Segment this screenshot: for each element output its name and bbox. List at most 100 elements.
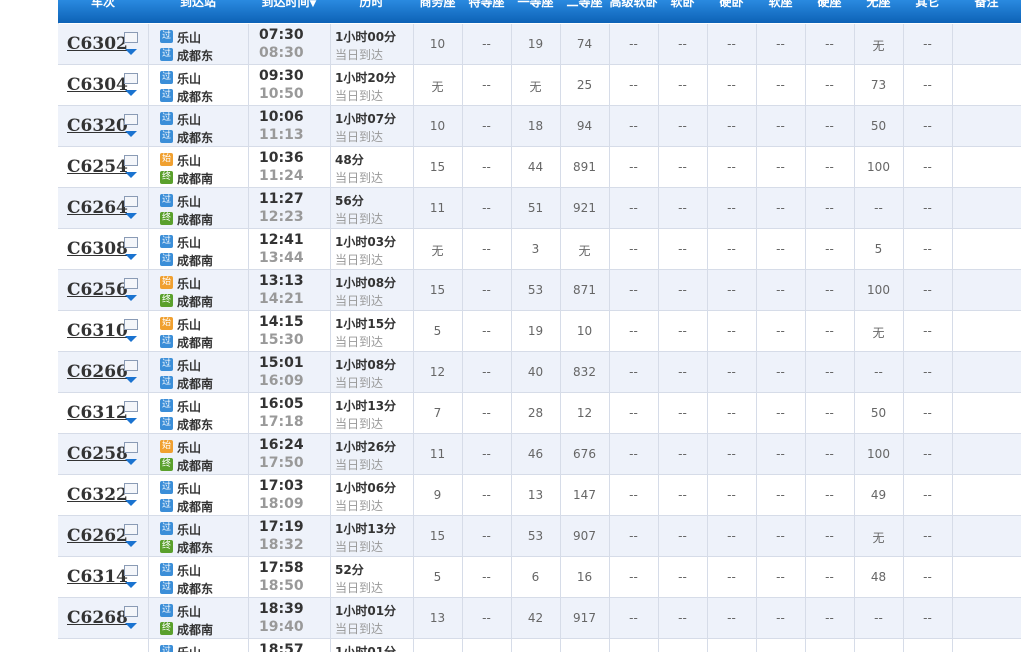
duration: 1小时01分 [335, 604, 397, 618]
train-number[interactable]: C6258 [67, 444, 128, 464]
info-icon [124, 196, 138, 207]
cell-border [462, 65, 463, 106]
expand-arrow[interactable] [125, 623, 137, 629]
seat-count: -- [678, 406, 687, 420]
cell-border [903, 557, 904, 598]
from-station: 乐山 [177, 31, 202, 45]
cell-border [952, 147, 953, 188]
seat-count: 49 [870, 488, 887, 502]
cell-border [248, 475, 249, 516]
train-number[interactable]: C6322 [67, 485, 128, 505]
cell-border [609, 516, 610, 557]
train-number[interactable]: C6262 [67, 526, 128, 546]
expand-arrow[interactable] [125, 377, 137, 383]
station-badge: 过 [160, 481, 173, 494]
info-icon [124, 278, 138, 289]
depart-time: 17:19 [259, 519, 304, 535]
station-badge: 过 [160, 194, 173, 207]
expand-arrow[interactable] [125, 254, 137, 260]
seat-count: 无 [872, 39, 885, 53]
cell-border [952, 188, 953, 229]
expand-arrow[interactable] [125, 49, 137, 55]
train-number[interactable]: C6312 [67, 403, 128, 423]
depart-time: 13:13 [259, 273, 304, 289]
cell-border [952, 475, 953, 516]
cell-border [609, 65, 610, 106]
train-row: C6266 过乐山过成都南 15:01 16:09 1小时08分 当日到达 12 -- 40 83… [58, 352, 1021, 393]
seat-count: -- [776, 37, 785, 51]
expand-arrow[interactable] [125, 418, 137, 424]
station-badge: 过 [160, 581, 173, 594]
cell-border [148, 147, 149, 188]
train-number[interactable]: C6254 [67, 157, 128, 177]
train-number[interactable]: C6268 [67, 608, 128, 628]
seat-count: -- [825, 324, 834, 338]
seat-count: -- [482, 570, 491, 584]
seat-count: -- [482, 160, 491, 174]
seat-count: -- [923, 78, 932, 92]
cell-border [148, 311, 149, 352]
cell-border [952, 434, 953, 475]
cell-border [609, 311, 610, 352]
train-number[interactable]: C6302 [67, 34, 128, 54]
cell-border [805, 393, 806, 434]
train-row: C6310 始乐山过成都南 14:15 15:30 1小时15分 当日到达 5 -- 19 10 -… [58, 311, 1021, 352]
cell-border [462, 311, 463, 352]
cell-border [462, 352, 463, 393]
cell-border [707, 229, 708, 270]
train-number[interactable]: C6256 [67, 280, 128, 300]
expand-arrow[interactable] [125, 131, 137, 137]
info-icon [124, 237, 138, 248]
expand-arrow[interactable] [125, 90, 137, 96]
expand-arrow[interactable] [125, 500, 137, 506]
seat-count: -- [776, 78, 785, 92]
cell-border [707, 639, 708, 652]
train-number[interactable]: C6310 [67, 321, 128, 341]
cell-border [854, 270, 855, 311]
cell-border [854, 65, 855, 106]
train-row: C6320 过乐山过成都东 10:06 11:13 1小时07分 当日到达 10 -- 18 94… [58, 106, 1021, 147]
station-badge: 过 [160, 130, 173, 143]
cell-border [658, 65, 659, 106]
expand-arrow[interactable] [125, 582, 137, 588]
expand-arrow[interactable] [125, 172, 137, 178]
train-number[interactable]: C6266 [67, 362, 128, 382]
table-header: 车次 到达站 到达时间▼ 历时 商务座 特等座 一等座 二等座 高级软卧 软卧 硬卧 软座 硬座 无座 其它… [58, 0, 1021, 23]
cell-border [854, 475, 855, 516]
seat-count: 10 [429, 37, 446, 51]
expand-arrow[interactable] [125, 336, 137, 342]
train-number[interactable]: C6308 [67, 239, 128, 259]
cell-border [330, 311, 331, 352]
expand-arrow[interactable] [125, 459, 137, 465]
arrive-time: 08:30 [259, 45, 304, 61]
cell-border [756, 639, 757, 652]
header-cell[interactable]: 到达时间▼ [261, 0, 317, 9]
seat-count: -- [678, 365, 687, 379]
from-station: 乐山 [177, 318, 202, 332]
station-badge: 终 [160, 622, 173, 635]
arrive-time: 12:23 [259, 209, 304, 225]
depart-time: 18:57 [259, 642, 304, 652]
train-number[interactable]: C6320 [67, 116, 128, 136]
seat-count: -- [874, 201, 883, 215]
cell-border [952, 639, 953, 652]
expand-arrow[interactable] [125, 541, 137, 547]
cell-border [756, 270, 757, 311]
train-number[interactable]: C6304 [67, 75, 128, 95]
arrival-note: 当日到达 [335, 89, 384, 103]
cell-border [248, 311, 249, 352]
seat-count: 871 [573, 283, 596, 297]
duration: 1小时06分 [335, 481, 397, 495]
seat-count: 12 [576, 406, 593, 420]
station-badge: 终 [160, 458, 173, 471]
expand-arrow[interactable] [125, 295, 137, 301]
seat-count: 50 [870, 406, 887, 420]
expand-arrow[interactable] [125, 213, 137, 219]
info-icon [124, 606, 138, 617]
sort-arrow[interactable]: ▼ [309, 0, 317, 9]
train-number[interactable]: C6264 [67, 198, 128, 218]
cell-border [903, 475, 904, 516]
arrive-time: 15:30 [259, 332, 304, 348]
train-number[interactable]: C6314 [67, 567, 128, 587]
cell-border [854, 598, 855, 639]
